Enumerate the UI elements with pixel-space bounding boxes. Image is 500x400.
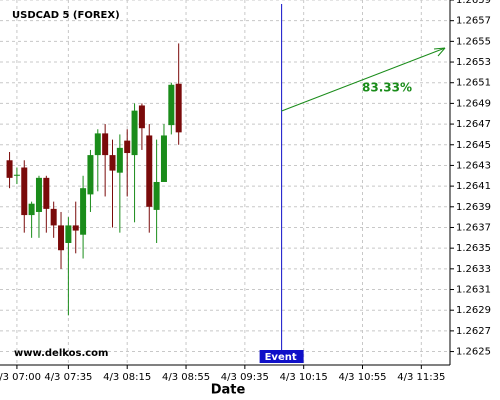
y-tick-label: 1.2625 xyxy=(456,347,491,358)
x-tick-label: 4/3 10:55 xyxy=(338,372,386,383)
y-tick-label: 1.2627 xyxy=(456,326,491,337)
arrow-head xyxy=(433,47,446,57)
prediction-label: 83.33% xyxy=(362,81,412,95)
y-tick-label: 1.2645 xyxy=(456,140,491,151)
candle-body xyxy=(160,135,167,182)
x-tick-label: 4/3 07:00 xyxy=(0,372,41,383)
y-tick-label: 1.2653 xyxy=(456,57,491,68)
y-tick-label: 1.2629 xyxy=(456,305,491,316)
y-tick-label: 1.2649 xyxy=(456,98,491,109)
y-tick-label: 1.2639 xyxy=(456,202,491,213)
candle-body xyxy=(131,110,138,156)
chart-title: USDCAD 5 (FOREX) xyxy=(12,10,120,21)
candle-body xyxy=(72,225,79,231)
y-tick-label: 1.2641 xyxy=(456,181,491,192)
candle-body xyxy=(80,188,87,235)
x-tick-label: 4/3 08:55 xyxy=(162,372,210,383)
candle-body xyxy=(35,177,42,212)
y-tick-label: 1.2657 xyxy=(456,16,491,27)
event-box xyxy=(259,350,304,363)
event-label: Event xyxy=(265,352,297,363)
candle-body xyxy=(124,140,131,154)
candle-body xyxy=(43,177,50,209)
candle-body xyxy=(175,83,182,133)
candle-body xyxy=(109,155,116,171)
y-tick-label: 1.2631 xyxy=(456,285,491,296)
candle-body xyxy=(58,225,65,251)
candle-body xyxy=(13,174,20,176)
candle-body xyxy=(146,135,153,207)
candle-body xyxy=(87,155,94,195)
candle-body xyxy=(21,167,28,216)
y-tick-label: 1.2633 xyxy=(456,264,491,275)
candle-body xyxy=(116,147,123,173)
candle-body xyxy=(28,203,35,216)
watermark: www.delkos.com xyxy=(14,348,108,359)
candle-body xyxy=(6,160,13,178)
y-tick-label: 1.2635 xyxy=(456,243,491,254)
candle-body xyxy=(94,133,101,156)
y-tick-label: 1.2659 xyxy=(456,0,491,6)
x-tick-label: 4/3 09:35 xyxy=(221,372,269,383)
candle-body xyxy=(65,225,72,243)
x-tick-label: 4/3 07:35 xyxy=(44,372,92,383)
x-tick-label: 4/3 10:15 xyxy=(280,372,328,383)
candle-body xyxy=(138,105,145,129)
y-tick-label: 1.2637 xyxy=(456,222,491,233)
y-tick-label: 1.2655 xyxy=(456,36,491,47)
candle-body xyxy=(50,208,57,226)
x-axis-label: Date xyxy=(211,383,246,398)
prediction-arrow xyxy=(281,47,446,112)
x-tick-label: 4/3 11:35 xyxy=(397,372,445,383)
candle-body xyxy=(102,133,109,156)
y-tick-label: 1.2643 xyxy=(456,160,491,171)
y-tick-label: 1.2651 xyxy=(456,78,491,89)
candle-body xyxy=(153,181,160,210)
x-tick-label: 4/3 08:15 xyxy=(103,372,151,383)
candle-body xyxy=(168,84,175,126)
y-tick-label: 1.2647 xyxy=(456,119,491,130)
